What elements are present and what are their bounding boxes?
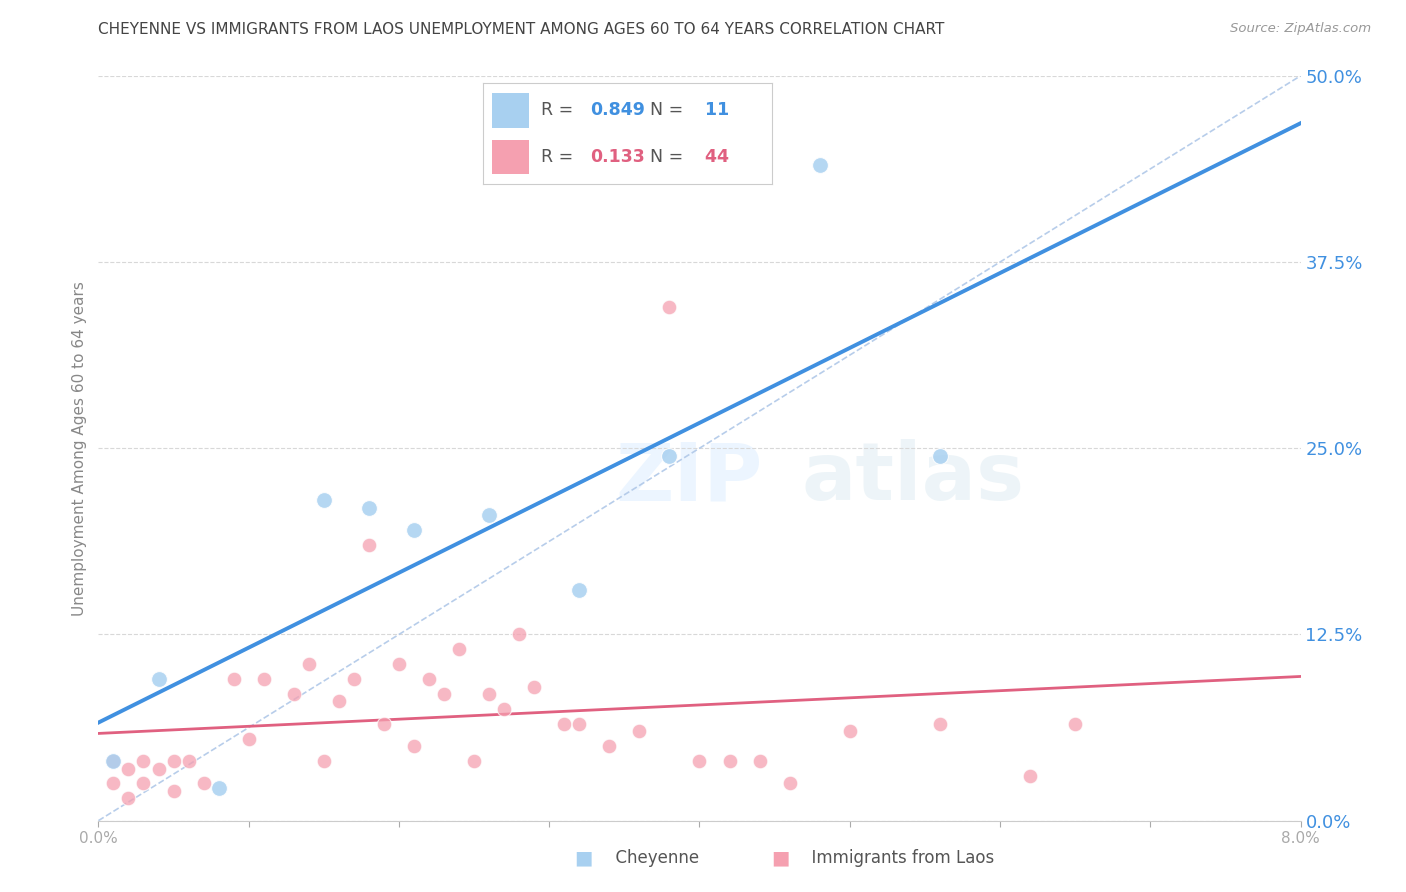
Point	[117, 791, 139, 805]
Point	[808, 158, 831, 172]
Point	[748, 754, 770, 768]
Point	[148, 762, 170, 776]
Point	[343, 672, 366, 686]
Point	[779, 776, 801, 790]
Point	[357, 500, 380, 515]
Point	[103, 754, 125, 768]
Point	[478, 687, 501, 701]
Text: Source: ZipAtlas.com: Source: ZipAtlas.com	[1230, 22, 1371, 36]
Point	[838, 724, 860, 739]
Text: Immigrants from Laos: Immigrants from Laos	[801, 849, 994, 867]
Point	[103, 776, 125, 790]
Point	[177, 754, 200, 768]
Point	[568, 582, 591, 597]
Point	[132, 754, 155, 768]
Point	[357, 538, 380, 552]
Point	[162, 784, 184, 798]
Point	[553, 716, 575, 731]
Point	[478, 508, 501, 523]
Point	[928, 716, 950, 731]
Text: ZIP: ZIP	[616, 439, 762, 517]
Point	[1064, 716, 1087, 731]
Point	[568, 716, 591, 731]
Point	[689, 754, 711, 768]
Point	[373, 716, 395, 731]
Point	[508, 627, 530, 641]
Point	[658, 449, 681, 463]
Text: ■: ■	[770, 848, 790, 867]
Point	[388, 657, 411, 672]
Point	[253, 672, 276, 686]
Point	[928, 449, 950, 463]
Point	[298, 657, 321, 672]
Point	[208, 780, 231, 795]
Point	[117, 762, 139, 776]
Point	[463, 754, 485, 768]
Point	[162, 754, 184, 768]
Text: ■: ■	[574, 848, 593, 867]
Point	[132, 776, 155, 790]
Point	[433, 687, 456, 701]
Point	[328, 694, 350, 708]
Point	[103, 754, 125, 768]
Y-axis label: Unemployment Among Ages 60 to 64 years: Unemployment Among Ages 60 to 64 years	[72, 281, 87, 615]
Point	[148, 672, 170, 686]
Point	[523, 680, 546, 694]
Text: Cheyenne: Cheyenne	[605, 849, 699, 867]
Point	[402, 739, 425, 753]
Point	[598, 739, 620, 753]
Point	[494, 702, 516, 716]
Point	[418, 672, 440, 686]
Point	[1019, 769, 1042, 783]
Point	[193, 776, 215, 790]
Point	[402, 523, 425, 537]
Text: CHEYENNE VS IMMIGRANTS FROM LAOS UNEMPLOYMENT AMONG AGES 60 TO 64 YEARS CORRELAT: CHEYENNE VS IMMIGRANTS FROM LAOS UNEMPLO…	[98, 22, 945, 37]
Point	[283, 687, 305, 701]
Point	[447, 642, 470, 657]
Point	[222, 672, 245, 686]
Point	[718, 754, 741, 768]
Point	[238, 731, 260, 746]
Text: atlas: atlas	[801, 439, 1025, 517]
Point	[312, 493, 335, 508]
Point	[312, 754, 335, 768]
Point	[628, 724, 651, 739]
Point	[658, 300, 681, 314]
